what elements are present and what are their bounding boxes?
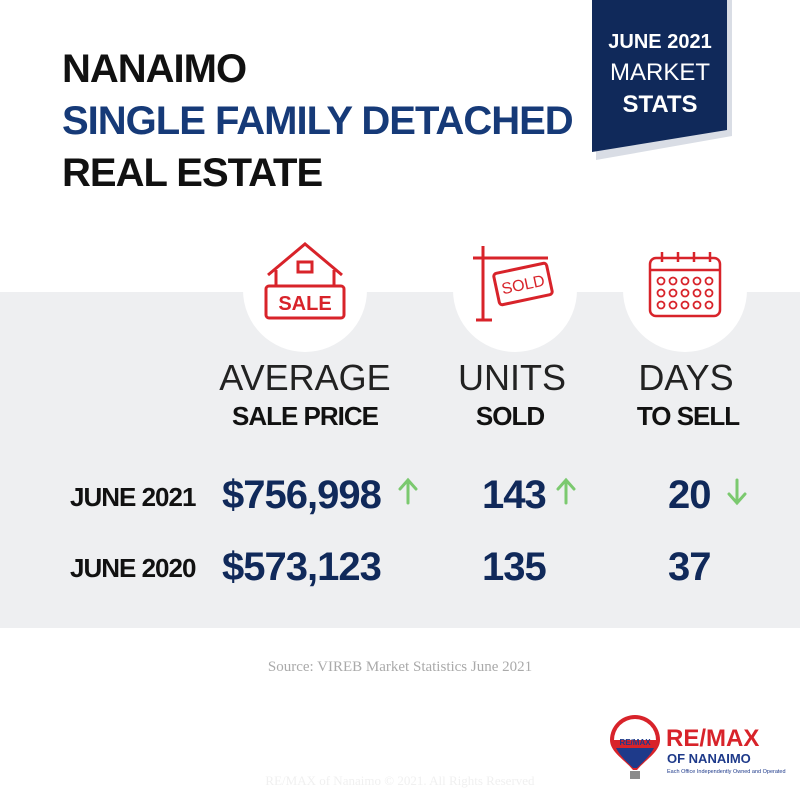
house-icon [264, 242, 346, 320]
row-label: JUNE 2020 [70, 553, 196, 583]
cell-value: $756,998 [222, 473, 382, 517]
title-line: REAL ESTATE [62, 151, 322, 195]
title-line: SINGLE FAMILY DETACHED [62, 99, 573, 143]
badge [592, 0, 727, 152]
logo: RE/MAX RE/MAX OF NANAIMO Each Office Ind… [610, 715, 786, 779]
column-header: UNITS [458, 357, 566, 398]
logo-tagline: Each Office Independently Owned and Oper… [667, 769, 786, 775]
column-header: DAYS [638, 357, 733, 398]
column-subheader: SALE PRICE [232, 401, 379, 431]
column-subheader: TO SELL [637, 401, 740, 431]
source-note: Source: VIREB Market Statistics June 202… [268, 659, 532, 675]
trend-arrow [398, 477, 747, 506]
icon-circle [243, 228, 367, 352]
logo-brand: RE/MAX [666, 725, 759, 752]
balloon-text: RE/MAX [619, 738, 651, 747]
icon-text: SALE [278, 293, 331, 315]
column-subheader: SOLD [476, 401, 544, 431]
cell-value: 37 [668, 545, 711, 589]
title-line: NANAIMO [62, 47, 246, 91]
footer: RE/MAX of Nanaimo © 2021. All Rights Res… [265, 773, 535, 788]
badge-line: JUNE 2021 [608, 31, 711, 53]
cell-value: 143 [482, 473, 546, 517]
calendar-icon [648, 252, 722, 318]
badge-line: STATS [622, 91, 697, 118]
logo-office: OF NANAIMO [667, 751, 751, 766]
cell-value: 20 [668, 473, 711, 517]
cell-value: $573,123 [222, 545, 381, 589]
row-label: JUNE 2021 [70, 482, 196, 512]
sold-icon [473, 246, 554, 322]
column-header: AVERAGE [219, 357, 390, 398]
cell-value: 135 [482, 545, 546, 589]
badge-line: MARKET [610, 59, 710, 86]
